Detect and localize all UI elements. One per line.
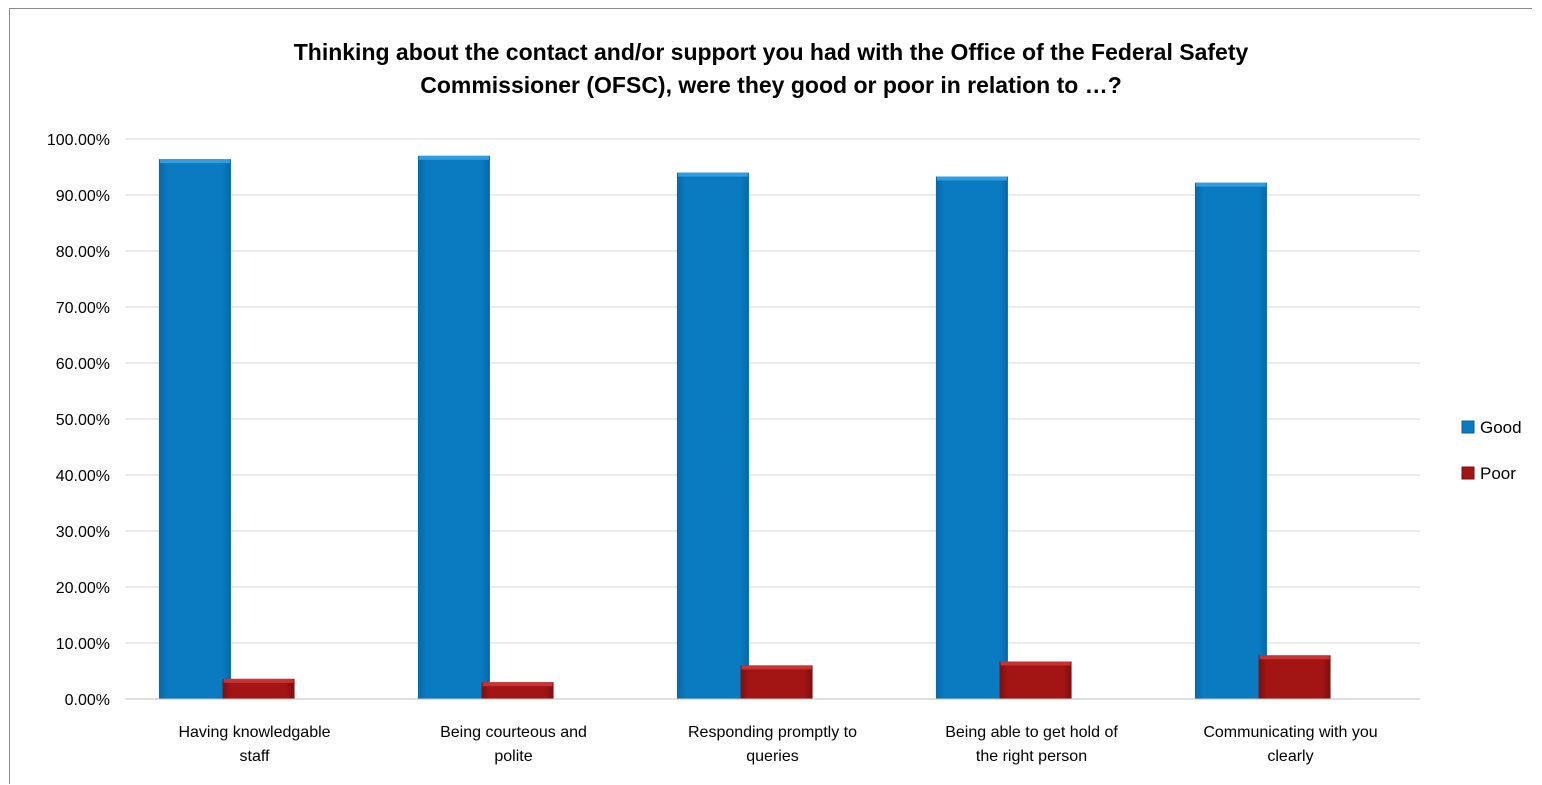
x-category-label: the right person: [976, 748, 1087, 765]
x-category-label: Having knowledgable: [178, 724, 330, 741]
bar-good: [417, 155, 490, 700]
chart-title-line-2: Commissioner (OFSC), were they good or p…: [420, 72, 1122, 98]
chart-title: Thinking about the contact and/or suppor…: [0, 36, 1542, 102]
bar-top-good: [418, 155, 489, 160]
y-tick-label: 20.00%: [56, 580, 110, 597]
bar-top-good: [159, 159, 230, 164]
bar-top-poor: [223, 678, 294, 683]
legend-swatch-poor: [1461, 466, 1475, 480]
y-tick-label: 90.00%: [56, 188, 110, 205]
bar-top-poor: [741, 665, 812, 670]
bar-top-good: [1195, 182, 1266, 187]
y-tick-label: 40.00%: [56, 468, 110, 485]
x-category-label: staff: [240, 748, 271, 765]
x-category-label: Being able to get hold of: [945, 724, 1118, 741]
y-tick-label: 10.00%: [56, 636, 110, 653]
chart-frame: [9, 8, 1532, 784]
bar-poor: [999, 661, 1072, 699]
bar-top-good: [677, 172, 748, 177]
x-category-label: Being courteous and: [440, 724, 587, 741]
x-category-label: queries: [746, 748, 798, 765]
bar-top-poor: [1000, 661, 1071, 666]
bar-good: [1194, 182, 1267, 699]
y-tick-label: 30.00%: [56, 524, 110, 541]
bar-top-poor: [482, 682, 553, 687]
y-tick-label: 70.00%: [56, 300, 110, 317]
x-category-label: Responding promptly to: [688, 724, 857, 741]
x-category-label: polite: [494, 748, 532, 765]
y-tick-label: 50.00%: [56, 412, 110, 429]
bar-good: [158, 159, 231, 699]
x-category-label: Communicating with you: [1203, 724, 1377, 741]
bar-poor: [740, 665, 813, 699]
bar-good: [676, 172, 749, 700]
chart-title-line-1: Thinking about the contact and/or suppor…: [293, 39, 1249, 65]
bar-poor: [481, 682, 554, 699]
bar-poor: [1258, 655, 1331, 699]
x-category-label: clearly: [1267, 748, 1313, 765]
bar-poor: [222, 678, 295, 699]
legend-label-poor: Poor: [1480, 464, 1516, 483]
y-tick-label: 0.00%: [65, 692, 110, 709]
bar-good: [935, 176, 1008, 699]
y-tick-label: 80.00%: [56, 244, 110, 261]
y-tick-label: 100.00%: [47, 132, 110, 149]
legend-swatch-good: [1461, 420, 1475, 434]
bar-top-good: [936, 176, 1007, 181]
bar-top-poor: [1259, 655, 1330, 660]
y-tick-label: 60.00%: [56, 356, 110, 373]
legend-label-good: Good: [1480, 418, 1522, 437]
